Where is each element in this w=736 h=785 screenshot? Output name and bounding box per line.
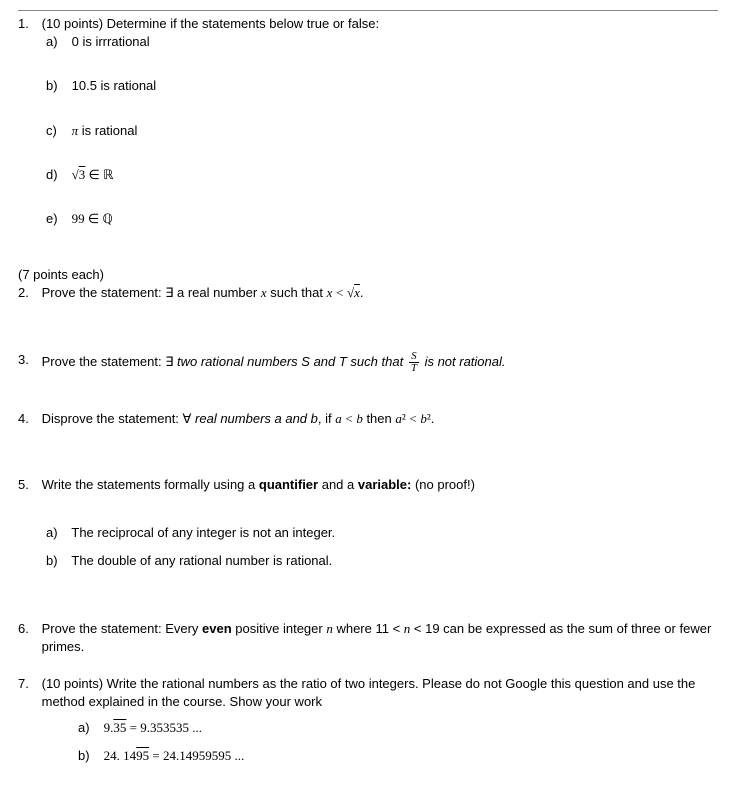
text: 10.5 is rational [72,78,157,93]
q2-text: Prove the statement: ∃ a real number x s… [42,284,718,302]
text: The reciprocal of any integer is not an … [71,525,335,540]
question-7: 7. (10 points) Write the rational number… [18,675,718,766]
expr: 99 ∈ ℚ [72,211,113,226]
question-6: 6. Prove the statement: Every even posit… [18,620,718,656]
q6-number: 6. [18,620,38,638]
text: The double of any rational number is rat… [71,553,332,568]
letter: b) [78,747,100,765]
letter: e) [46,210,68,228]
question-1: 1. (10 points) Determine if the statemen… [18,15,718,228]
q7-a: a) 9.35 = 9.353535 ... [78,719,718,737]
question-4: 4. Disprove the statement: ∀ real number… [18,410,718,428]
text: is rational [78,123,137,138]
q1-a: a) 0 is irrrational [46,33,718,51]
letter: b) [46,77,68,95]
q1-e: e) 99 ∈ ℚ [46,210,718,228]
q5-b: b) The double of any rational number is … [46,552,718,570]
letter: c) [46,122,68,140]
q5-a: a) The reciprocal of any integer is not … [46,524,718,542]
question-3: 3. Prove the statement: ∃ two rational n… [18,351,718,374]
letter: d) [46,166,68,184]
letter: b) [46,552,68,570]
letter: a) [46,33,68,51]
q1-prompt: (10 points) Determine if the statements … [42,15,718,33]
expr: 9.35 = 9.353535 ... [104,720,202,735]
q7-number: 7. [18,675,38,693]
q3-number: 3. [18,351,38,369]
q1-d: d) √3 ∈ ℝ [46,166,718,184]
letter: a) [46,524,68,542]
fraction-S-over-T: ST [409,351,419,374]
q1-b: b) 10.5 is rational [46,77,718,95]
q1-c: c) π is rational [46,122,718,140]
letter: a) [78,719,100,737]
q4-number: 4. [18,410,38,428]
question-2: 2. Prove the statement: ∃ a real number … [18,284,718,302]
expr: √3 ∈ ℝ [72,167,114,182]
q6-text: Prove the statement: Every even positive… [42,620,718,656]
q1-number: 1. [18,15,38,33]
points-each: (7 points each) [18,266,718,284]
text: 0 is irrrational [72,34,150,49]
q7-text: (10 points) Write the rational numbers a… [42,675,718,711]
q3-text: Prove the statement: ∃ two rational numb… [42,351,718,374]
q4-text: Disprove the statement: ∀ real numbers a… [42,410,718,428]
q2-number: 2. [18,284,38,302]
question-5: 5. Write the statements formally using a… [18,476,718,571]
expr: 24. 1495 = 24.14959595 ... [104,748,245,763]
q5-text: Write the statements formally using a qu… [42,476,718,494]
q5-number: 5. [18,476,38,494]
q7-b: b) 24. 1495 = 24.14959595 ... [78,747,718,765]
